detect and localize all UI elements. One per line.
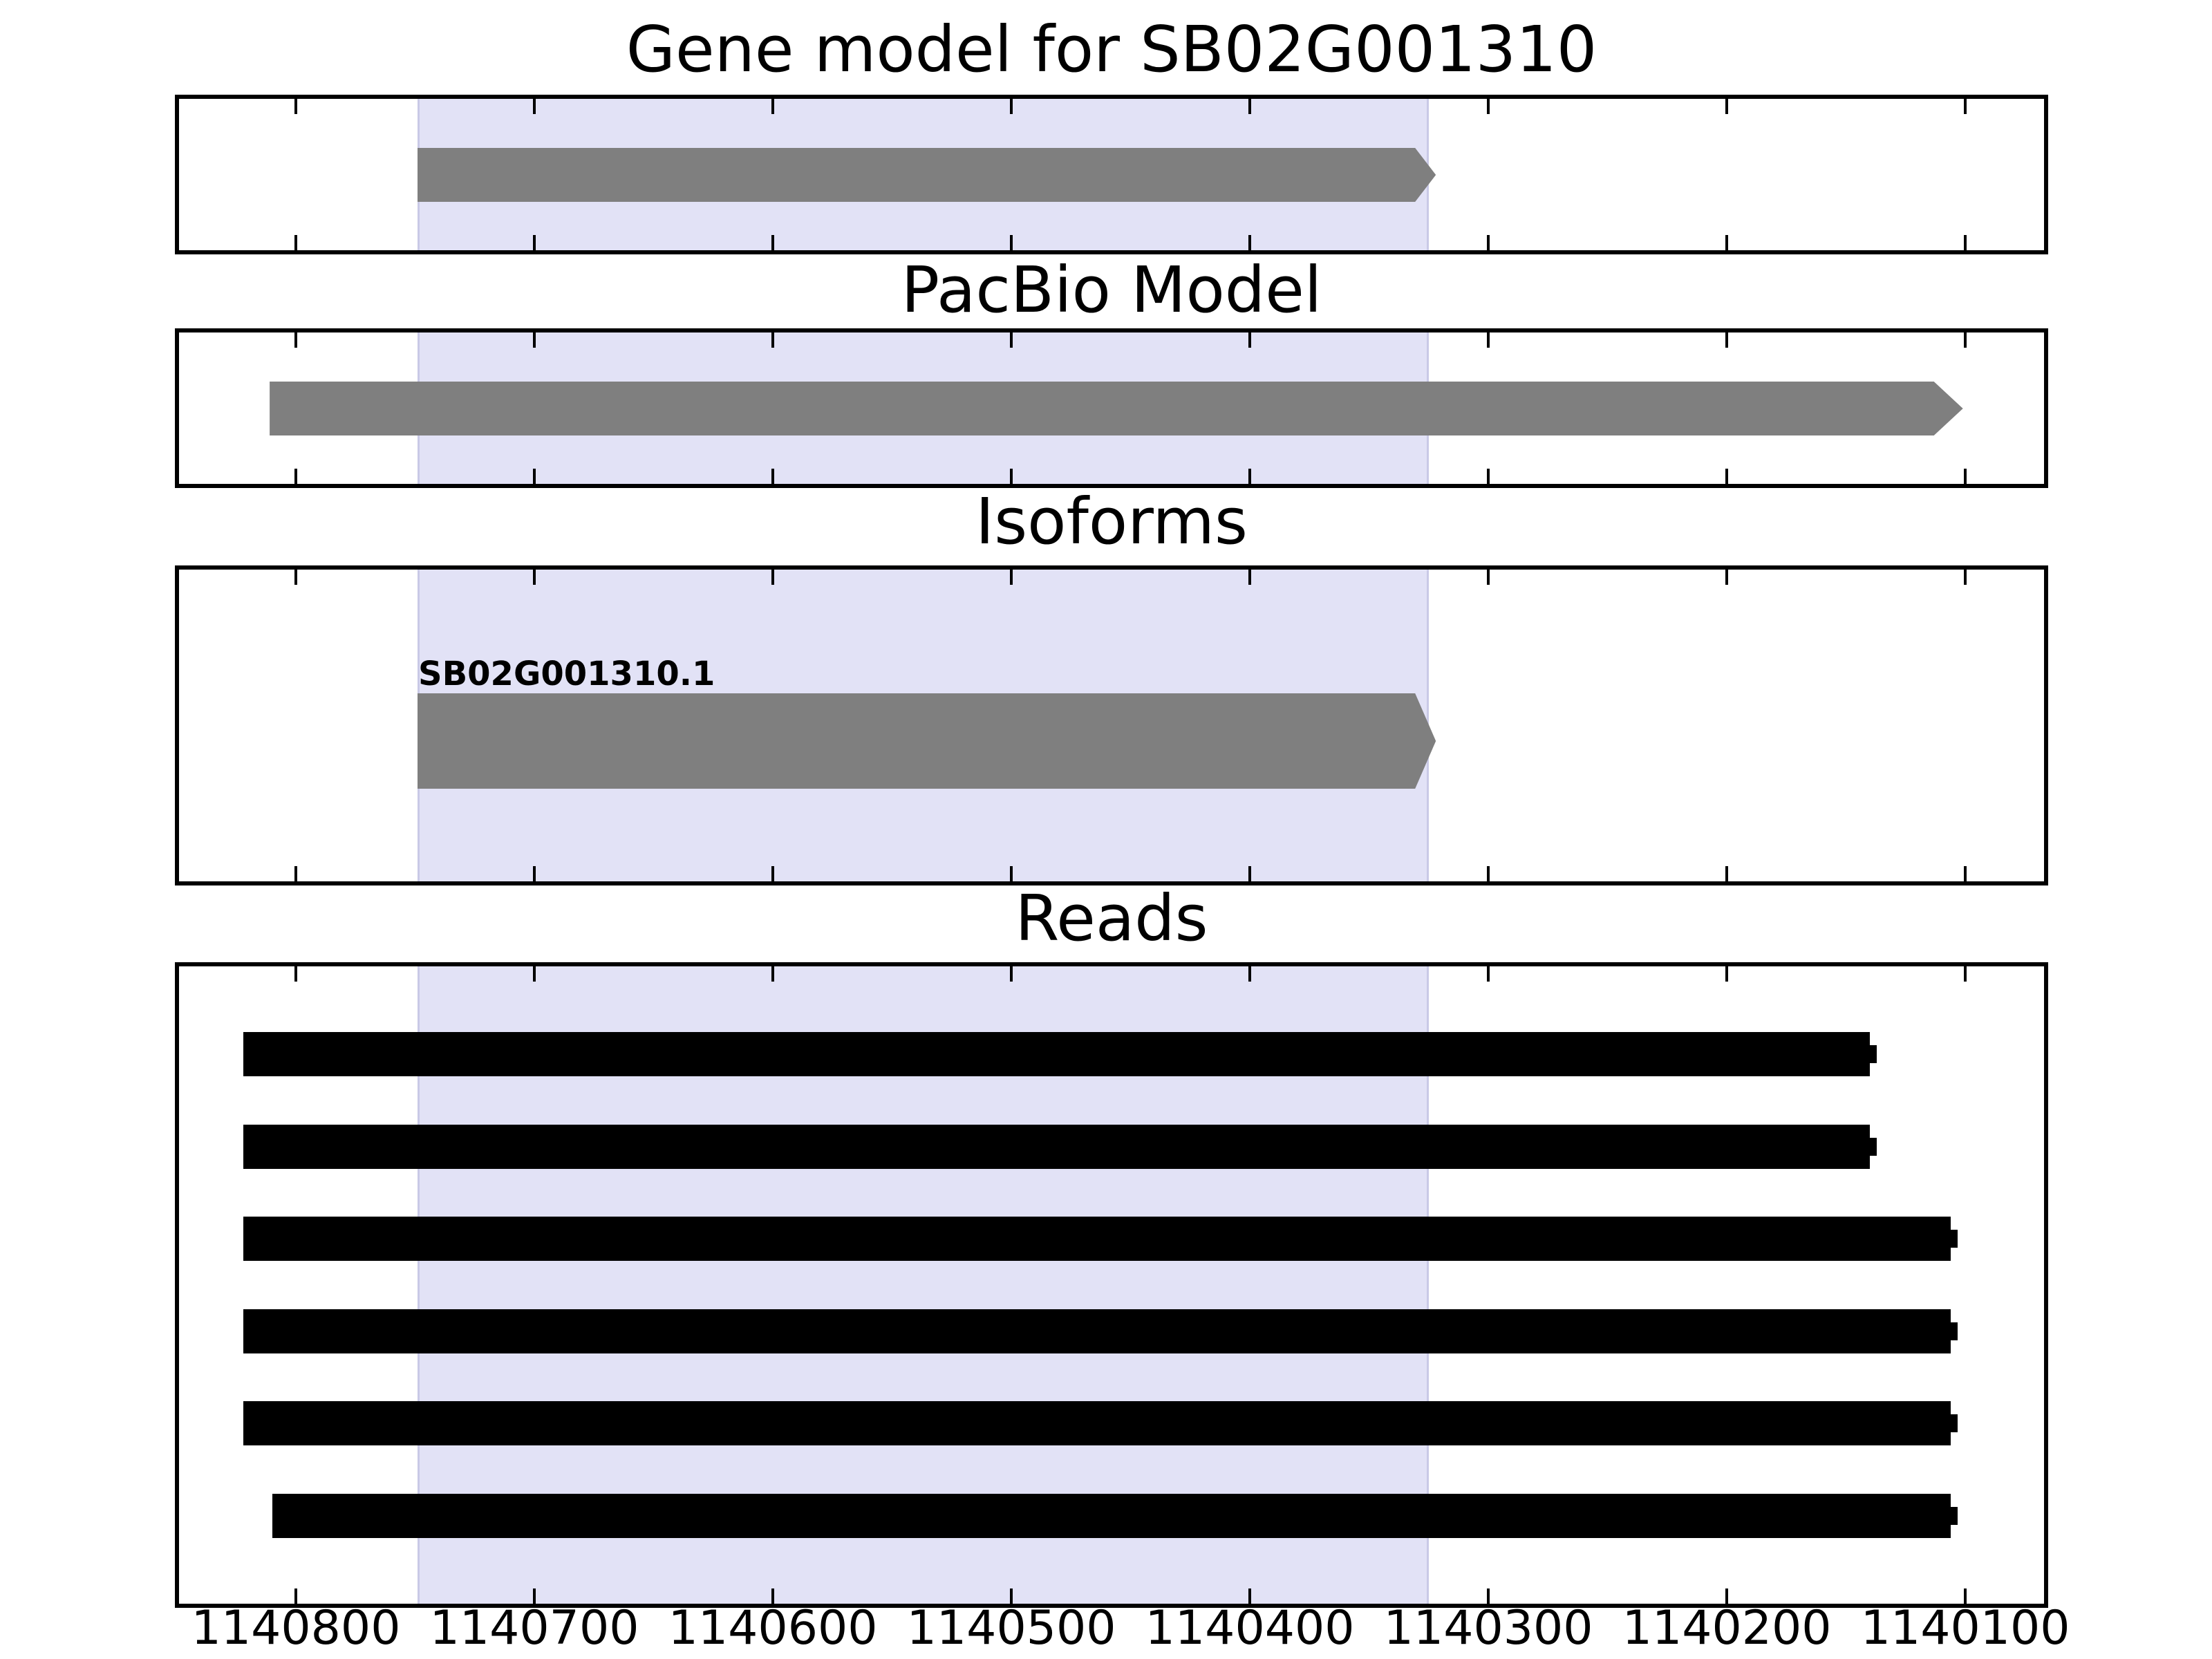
x-tick xyxy=(1964,966,1967,982)
x-tick xyxy=(1010,966,1013,982)
x-tick xyxy=(1725,332,1729,348)
x-tick xyxy=(1725,966,1729,982)
x-tick xyxy=(771,99,775,114)
x-tick xyxy=(1725,99,1729,114)
x-tick xyxy=(771,1588,775,1604)
read-bar xyxy=(243,1309,1951,1353)
pacbio-model-bar xyxy=(270,382,1963,435)
x-tick xyxy=(1248,469,1252,484)
x-tick xyxy=(533,469,536,484)
read-end-marker xyxy=(1948,1322,1958,1340)
x-tick xyxy=(1487,332,1490,348)
x-tick xyxy=(1248,570,1252,585)
x-tick-label: 1140600 xyxy=(668,1601,878,1656)
read-end-marker xyxy=(1867,1045,1877,1063)
x-tick xyxy=(533,1588,536,1604)
x-tick xyxy=(294,570,298,585)
x-tick xyxy=(771,235,775,250)
x-tick xyxy=(294,1588,298,1604)
read-end-marker xyxy=(1867,1138,1877,1156)
x-tick xyxy=(1487,966,1490,982)
read-bar xyxy=(243,1217,1951,1261)
x-tick xyxy=(1487,1588,1490,1604)
x-tick xyxy=(1010,570,1013,585)
x-tick-label: 1140500 xyxy=(906,1601,1116,1656)
x-tick xyxy=(1725,235,1729,250)
x-tick-label: 1140300 xyxy=(1383,1601,1593,1656)
read-end-marker xyxy=(1948,1507,1958,1525)
x-tick xyxy=(771,966,775,982)
x-tick xyxy=(1248,866,1252,881)
x-tick xyxy=(533,332,536,348)
read-bar xyxy=(243,1401,1951,1445)
x-tick xyxy=(1248,1588,1252,1604)
panel-title-reads: Reads xyxy=(1015,881,1208,955)
x-tick xyxy=(1487,235,1490,250)
x-tick xyxy=(294,332,298,348)
read-bar xyxy=(243,1032,1871,1076)
read-bar xyxy=(272,1494,1951,1538)
x-tick xyxy=(1248,235,1252,250)
x-tick xyxy=(1487,469,1490,484)
x-tick-label: 1140400 xyxy=(1145,1601,1355,1656)
x-tick xyxy=(1964,1588,1967,1604)
x-tick xyxy=(771,570,775,585)
x-tick xyxy=(1725,469,1729,484)
x-tick xyxy=(1487,866,1490,881)
panel-reads xyxy=(175,962,2048,1608)
x-tick xyxy=(1248,332,1252,348)
x-tick xyxy=(294,235,298,250)
read-bar xyxy=(243,1125,1871,1169)
x-tick-label: 1140800 xyxy=(191,1601,401,1656)
x-tick xyxy=(1964,570,1967,585)
x-tick xyxy=(533,966,536,982)
x-tick xyxy=(1487,570,1490,585)
panel-title-pacbio-model: PacBio Model xyxy=(901,253,1322,327)
x-tick xyxy=(1964,866,1967,881)
x-tick xyxy=(533,99,536,114)
x-tick xyxy=(294,966,298,982)
x-tick xyxy=(1964,99,1967,114)
read-end-marker xyxy=(1948,1230,1958,1248)
x-tick xyxy=(1725,1588,1729,1604)
x-tick xyxy=(294,866,298,881)
read-end-marker xyxy=(1948,1414,1958,1432)
x-tick xyxy=(294,469,298,484)
x-tick xyxy=(1010,235,1013,250)
x-tick xyxy=(1725,866,1729,881)
x-tick xyxy=(1964,332,1967,348)
x-tick xyxy=(294,99,298,114)
x-tick-label: 1140700 xyxy=(429,1601,639,1656)
x-tick xyxy=(1725,570,1729,585)
x-tick-label: 1140100 xyxy=(1860,1601,2070,1656)
gene-model-bar xyxy=(418,148,1436,202)
x-tick xyxy=(771,332,775,348)
x-tick-label: 1140200 xyxy=(1622,1601,1832,1656)
x-tick xyxy=(771,469,775,484)
x-tick xyxy=(771,866,775,881)
panel-title-gene-model: Gene model for SB02G001310 xyxy=(626,12,1597,86)
isoforms-bar xyxy=(418,693,1436,789)
x-tick xyxy=(533,866,536,881)
x-tick xyxy=(1964,469,1967,484)
x-tick xyxy=(1010,99,1013,114)
x-tick xyxy=(533,235,536,250)
panel-gene-model xyxy=(175,95,2048,254)
x-tick xyxy=(1010,332,1013,348)
isoform-label: SB02G001310.1 xyxy=(418,655,715,693)
panel-title-isoforms: Isoforms xyxy=(975,485,1248,559)
panel-pacbio-model xyxy=(175,328,2048,488)
x-tick xyxy=(1010,1588,1013,1604)
panel-isoforms xyxy=(175,565,2048,885)
x-tick xyxy=(1487,99,1490,114)
x-tick xyxy=(533,570,536,585)
x-tick xyxy=(1010,866,1013,881)
x-tick xyxy=(1964,235,1967,250)
x-tick xyxy=(1010,469,1013,484)
x-tick xyxy=(1248,966,1252,982)
x-tick xyxy=(1248,99,1252,114)
